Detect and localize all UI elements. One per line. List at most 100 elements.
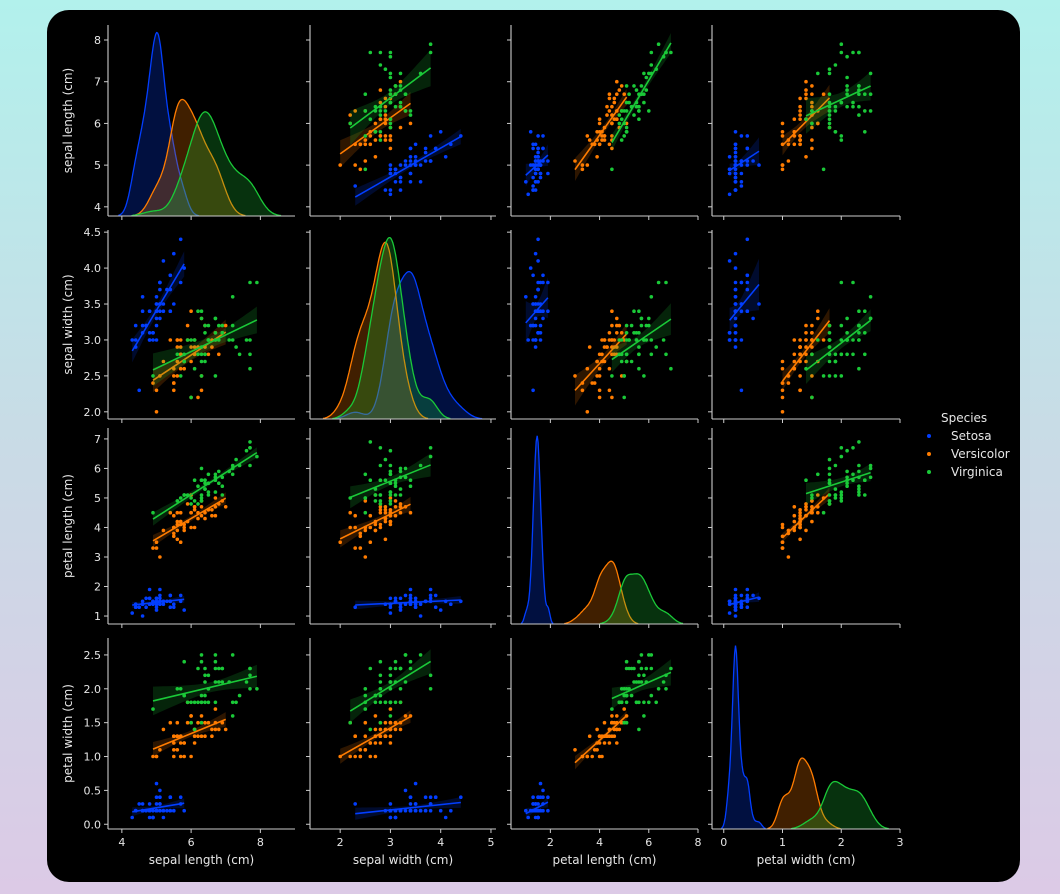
point-virginica — [637, 352, 641, 357]
point-virginica — [220, 666, 225, 671]
point-virginica — [192, 499, 197, 503]
point-virginica — [378, 659, 383, 664]
point-virginica — [234, 457, 238, 462]
point-versicolor — [348, 754, 353, 759]
point-setosa — [733, 608, 738, 612]
point-virginica — [388, 666, 393, 671]
point-virginica — [388, 714, 393, 718]
point-setosa — [536, 259, 540, 263]
point-virginica — [827, 466, 832, 471]
point-versicolor — [585, 754, 590, 759]
point-versicolor — [595, 727, 599, 732]
point-virginica — [839, 138, 844, 142]
x-axis-label: sepal width (cm) — [353, 853, 453, 867]
point-setosa — [158, 788, 162, 793]
point-setosa — [158, 280, 162, 285]
regression-line-virginica — [611, 42, 672, 143]
point-versicolor — [610, 309, 614, 314]
regression-line-setosa — [131, 263, 185, 352]
point-versicolor — [607, 741, 612, 745]
point-versicolor — [199, 388, 204, 393]
point-versicolor — [615, 79, 619, 84]
point-virginica — [845, 484, 849, 489]
point-versicolor — [217, 727, 221, 732]
point-virginica — [378, 446, 383, 450]
point-versicolor — [595, 130, 599, 134]
point-setosa — [538, 171, 543, 176]
point-versicolor — [580, 163, 585, 167]
point-versicolor — [615, 714, 619, 718]
point-setosa — [526, 192, 530, 197]
point-versicolor — [353, 163, 358, 167]
point-virginica — [248, 687, 252, 691]
point-versicolor — [189, 754, 193, 759]
point-versicolor — [196, 395, 200, 400]
point-virginica — [637, 109, 641, 113]
y-tick-label: 5 — [94, 492, 101, 505]
point-setosa — [733, 171, 738, 176]
point-virginica — [248, 440, 252, 444]
point-setosa — [147, 802, 152, 806]
point-setosa — [147, 309, 152, 314]
point-versicolor — [798, 138, 802, 142]
point-versicolor — [178, 366, 183, 371]
point-versicolor — [182, 525, 186, 530]
point-virginica — [373, 499, 378, 503]
point-virginica — [637, 366, 641, 371]
point-virginica — [656, 42, 661, 46]
point-setosa — [393, 167, 398, 172]
point-versicolor — [378, 522, 383, 527]
point-virginica — [363, 687, 368, 691]
kde-line-versicolor — [767, 757, 841, 830]
point-virginica — [617, 700, 622, 705]
point-virginica — [669, 666, 673, 671]
point-versicolor — [607, 109, 612, 113]
point-versicolor — [363, 528, 368, 533]
point-versicolor — [610, 720, 614, 725]
point-versicolor — [798, 525, 802, 530]
point-setosa — [178, 593, 183, 598]
point-versicolor — [210, 345, 214, 349]
point-virginica — [220, 475, 225, 480]
point-versicolor — [607, 142, 612, 147]
point-versicolor — [602, 720, 607, 725]
point-virginica — [642, 673, 646, 678]
point-versicolor — [573, 748, 577, 752]
point-virginica — [845, 448, 849, 453]
point-virginica — [378, 50, 383, 55]
point-versicolor — [804, 155, 808, 159]
point-versicolor — [792, 528, 797, 533]
point-virginica — [647, 653, 651, 657]
point-virginica — [398, 493, 403, 497]
point-virginica — [378, 478, 383, 483]
point-versicolor — [810, 125, 814, 130]
point-setosa — [739, 602, 744, 606]
y-tick-label: 4.0 — [84, 262, 102, 275]
point-setosa — [172, 808, 176, 813]
point-versicolor — [223, 323, 228, 328]
point-setosa — [745, 605, 750, 609]
point-versicolor — [816, 121, 820, 126]
point-setosa — [733, 146, 738, 151]
point-versicolor — [590, 754, 594, 759]
point-setosa — [739, 180, 744, 184]
point-virginica — [398, 469, 403, 474]
point-virginica — [248, 352, 252, 357]
point-setosa — [182, 266, 186, 270]
point-virginica — [827, 109, 832, 113]
point-versicolor — [217, 352, 221, 357]
point-versicolor — [358, 531, 363, 536]
point-versicolor — [573, 159, 577, 163]
point-virginica — [839, 50, 844, 55]
point-setosa — [353, 802, 358, 806]
point-setosa — [733, 331, 738, 335]
point-virginica — [833, 487, 838, 491]
point-virginica — [175, 687, 180, 691]
point-versicolor — [388, 134, 393, 138]
point-setosa — [423, 146, 428, 151]
point-virginica — [622, 395, 626, 400]
point-virginica — [632, 331, 636, 335]
point-setosa — [428, 159, 433, 163]
point-virginica — [649, 666, 654, 671]
point-virginica — [199, 659, 204, 664]
